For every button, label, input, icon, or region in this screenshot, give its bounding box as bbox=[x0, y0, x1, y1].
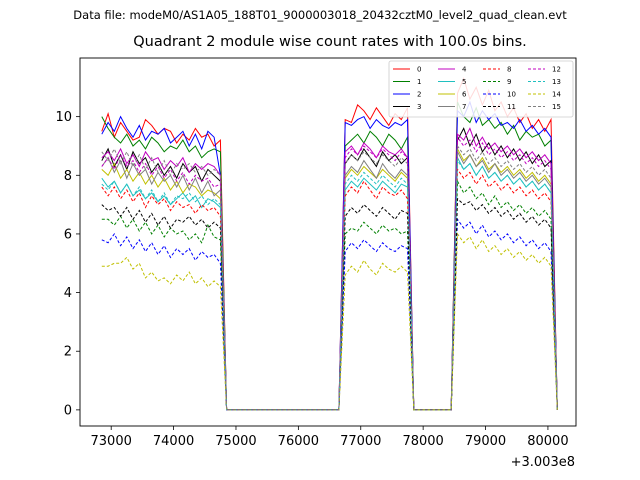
series-lines bbox=[101, 77, 558, 411]
legend-label-0: 0 bbox=[417, 66, 421, 74]
legend-box bbox=[388, 60, 574, 118]
x-tick-label: 78000 bbox=[402, 434, 443, 449]
x-tick-label: 76000 bbox=[278, 434, 319, 449]
legend-label-1: 1 bbox=[417, 78, 421, 86]
y-tick-label: 8 bbox=[64, 169, 72, 184]
series-line-8 bbox=[101, 167, 558, 411]
x-tick-label: 77000 bbox=[340, 434, 381, 449]
y-axis: 0 2 4 6 8 10 bbox=[55, 110, 80, 418]
plot-frame bbox=[79, 57, 577, 427]
legend-label-10: 10 bbox=[507, 91, 516, 99]
series-line-13 bbox=[101, 159, 558, 411]
x-axis: 73000 74000 75000 76000 77000 78000 79000 80000 bbox=[91, 426, 569, 449]
series-line-9 bbox=[101, 179, 558, 411]
legend-label-2: 2 bbox=[417, 91, 421, 99]
legend-label-4: 4 bbox=[462, 66, 467, 74]
y-tick-label: 0 bbox=[64, 403, 72, 418]
legend-label-7: 7 bbox=[462, 103, 466, 111]
legend-label-13: 13 bbox=[552, 78, 561, 86]
y-tick-label: 2 bbox=[64, 345, 72, 360]
x-tick-label: 74000 bbox=[153, 434, 194, 449]
legend-label-6: 6 bbox=[462, 91, 467, 99]
legend-label-9: 9 bbox=[507, 78, 511, 86]
series-line-10 bbox=[101, 217, 558, 411]
legend-label-11: 11 bbox=[507, 103, 516, 111]
y-tick-label: 6 bbox=[64, 227, 72, 242]
y-tick-label: 4 bbox=[64, 286, 72, 301]
figure-suptitle: Data file: modeM0/AS1A05_188T01_90000030… bbox=[73, 8, 567, 22]
x-tick-label: 80000 bbox=[527, 434, 568, 449]
y-tick-label: 10 bbox=[55, 110, 72, 125]
legend-label-12: 12 bbox=[552, 66, 561, 74]
x-tick-label: 79000 bbox=[465, 434, 506, 449]
series-line-7 bbox=[101, 149, 558, 411]
x-tick-label: 73000 bbox=[91, 434, 132, 449]
legend-label-8: 8 bbox=[507, 66, 511, 74]
legend-label-5: 5 bbox=[462, 78, 466, 86]
series-line-11 bbox=[101, 197, 558, 411]
chart-title: Quadrant 2 module wise count rates with … bbox=[133, 34, 527, 50]
series-line-6 bbox=[101, 146, 558, 411]
legend-label-15: 15 bbox=[552, 103, 561, 111]
series-line-0 bbox=[101, 77, 558, 411]
legend-label-3: 3 bbox=[417, 103, 421, 111]
x-offset-label: +3.003e8 bbox=[511, 455, 575, 470]
series-line-14 bbox=[101, 232, 558, 411]
legend-label-14: 14 bbox=[552, 91, 561, 99]
series-line-15 bbox=[101, 144, 558, 411]
x-tick-label: 75000 bbox=[215, 434, 256, 449]
